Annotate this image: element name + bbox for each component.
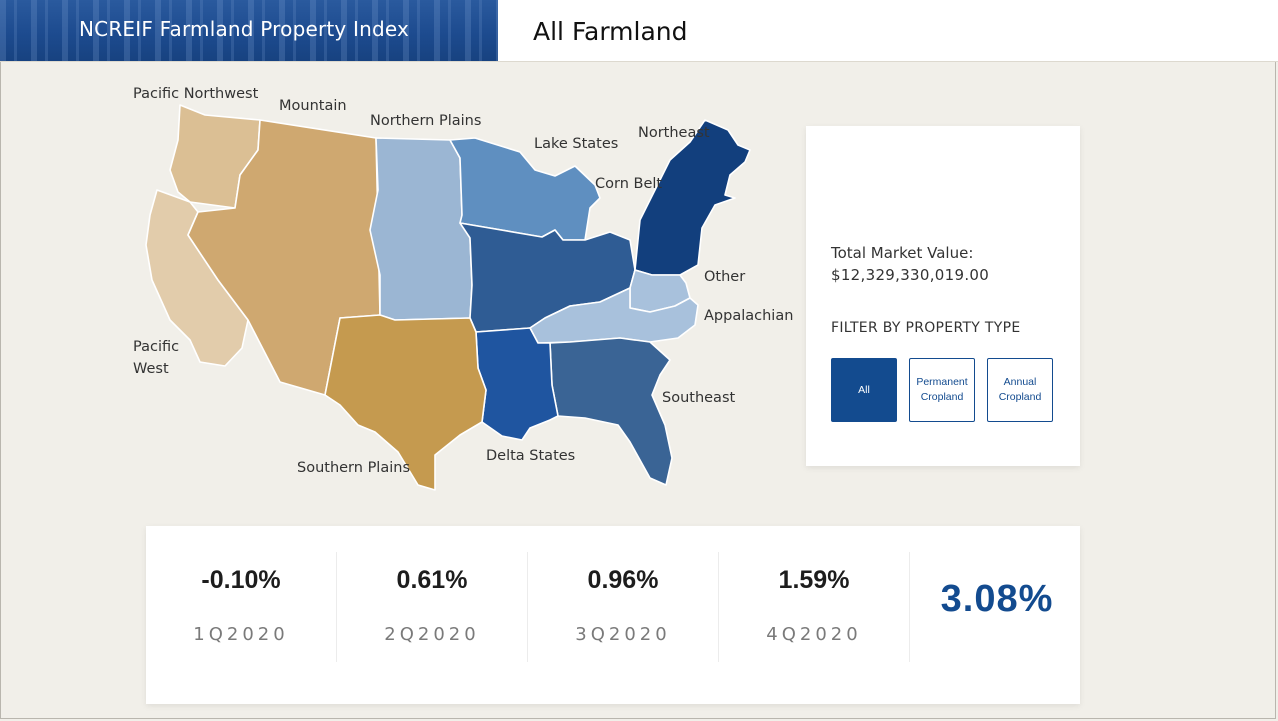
quarter-stat: 0.61% 2Q2020	[337, 552, 527, 662]
region-northeast[interactable]	[634, 119, 751, 276]
region-southern-plains[interactable]	[324, 314, 487, 491]
divider	[336, 552, 337, 662]
quarter-stat: 1.59% 4Q2020	[719, 552, 909, 662]
label-mountain: Mountain	[279, 98, 347, 114]
city-skyline-backdrop	[0, 0, 498, 61]
quarter-label: 1Q2020	[193, 624, 289, 645]
label-southeast: Southeast	[662, 390, 736, 406]
region-delta-states[interactable]	[475, 327, 559, 441]
brand-title: NCREIF Farmland Property Index	[79, 17, 410, 41]
quarter-label: 4Q2020	[766, 624, 862, 645]
filter-all-button[interactable]: All	[831, 358, 897, 422]
label-northeast: Northeast	[638, 125, 710, 141]
annual-total-return: 3.08%	[940, 578, 1054, 620]
total-market-value: $12,329,330,019.00	[831, 266, 990, 284]
label-lake-states: Lake States	[534, 136, 619, 152]
filter-permanent-cropland-button[interactable]: Permanent Cropland	[909, 358, 975, 422]
market-value-panel: Total Market Value: $12,329,330,019.00 F…	[806, 126, 1080, 466]
region-southeast[interactable]	[549, 337, 673, 486]
filter-annual-cropland-button[interactable]: Annual Cropland	[987, 358, 1053, 422]
divider	[718, 552, 719, 662]
quarter-return-value: 0.61%	[396, 566, 468, 594]
map-svg	[145, 104, 751, 491]
label-other: Other	[704, 269, 746, 285]
region-northern-plains[interactable]	[369, 137, 473, 321]
quarter-return-value: -0.10%	[201, 566, 281, 594]
quarter-return-value: 1.59%	[778, 566, 850, 594]
page-title: All Farmland	[533, 17, 688, 46]
label-appalachian: Appalachian	[704, 308, 794, 324]
quarterly-returns-panel: -0.10% 1Q2020 0.61% 2Q2020 0.96% 3Q2020 …	[146, 526, 1080, 704]
region-lake-states[interactable]	[449, 137, 601, 241]
divider	[527, 552, 528, 662]
quarter-stat: -0.10% 1Q2020	[146, 552, 336, 662]
filter-title: FILTER BY PROPERTY TYPE	[831, 320, 1021, 336]
label-delta-states: Delta States	[486, 448, 576, 464]
label-corn-belt: Corn Belt	[595, 176, 663, 192]
header: NCREIF Farmland Property Index All Farml…	[0, 0, 1278, 62]
label-pacific-northwest: Pacific Northwest	[133, 86, 259, 102]
brand-banner: NCREIF Farmland Property Index	[0, 0, 498, 61]
label-southern-plains: Southern Plains	[297, 460, 410, 476]
divider	[909, 552, 910, 662]
quarter-return-value: 0.96%	[587, 566, 659, 594]
quarter-label: 3Q2020	[575, 624, 671, 645]
quarter-label: 2Q2020	[384, 624, 480, 645]
label-northern-plains: Northern Plains	[370, 113, 482, 129]
label-pacific-west: Pacific West	[133, 339, 180, 377]
us-region-map: Pacific Northwest Mountain Northern Plai…	[130, 80, 810, 500]
total-market-value-label: Total Market Value:	[831, 244, 974, 262]
quarter-stat: 0.96% 3Q2020	[528, 552, 718, 662]
